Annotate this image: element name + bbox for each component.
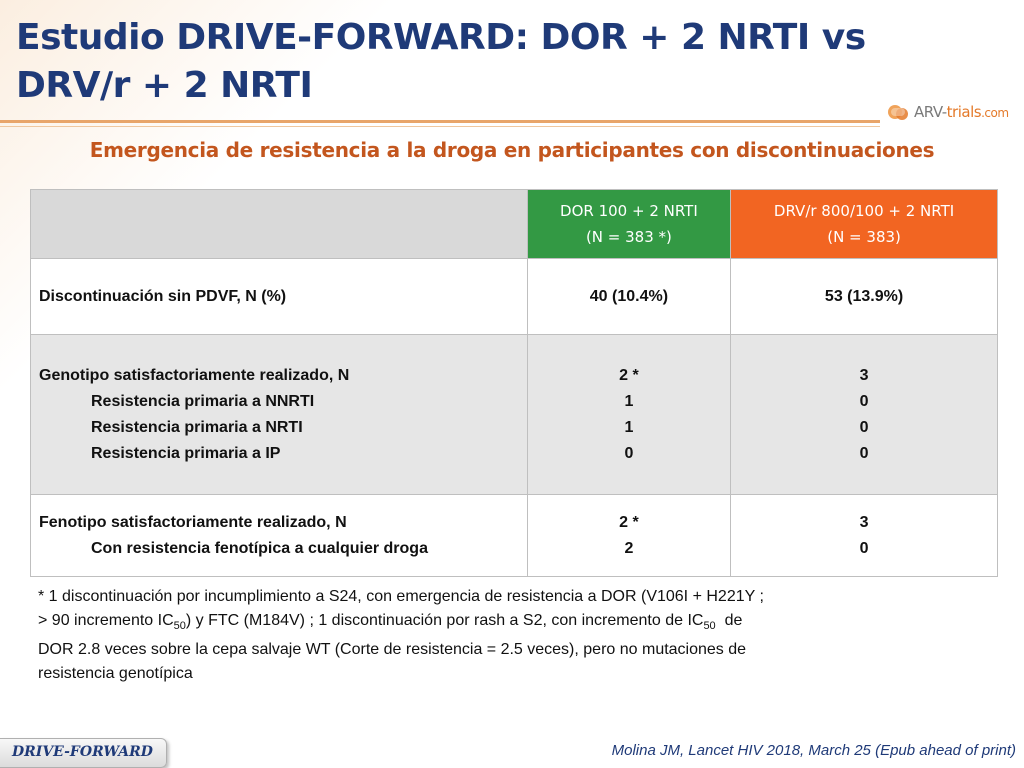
row-label-cell: Fenotipo satisfactoriamente realizado, N… [30,494,528,577]
row-label-cell: Discontinuación sin PDVF, N (%) [30,258,528,335]
logo-text-main: ARV- [914,103,947,121]
footnote-line: > 90 incremento IC50) y FTC (M184V) ; 1 … [38,612,743,633]
study-tag: DRIVE-FORWARD [0,738,167,768]
header-dor: DOR 100 + 2 NRTI (N = 383 *) [526,189,732,259]
dor-value: 0 [624,444,634,462]
footnote: * 1 discontinuación por incumplimiento a… [38,585,968,686]
row-sublabel: Resistencia primaria a NNRTI [91,392,315,410]
logo-text-suffix: .com [981,106,1009,120]
drv-value: 3 [859,366,869,384]
footnote-line: resistencia genotípica [38,665,193,683]
page-title: Estudio DRIVE-FORWARD: DOR + 2 NRTI vs D… [16,17,866,106]
row-sublabel: Resistencia primaria a IP [91,444,281,462]
header-drv-line1: DRV/r 800/100 + 2 NRTI [773,202,955,220]
slide-subtitle: Emergencia de resistencia a la droga en … [89,138,935,162]
dor-value: 2 * [619,366,639,384]
drv-value-cell: 53 (13.9%) [730,258,998,335]
drv-value: 0 [859,418,869,436]
logo-mark-icon [888,105,908,120]
drv-value: 0 [859,392,869,410]
row-label: Genotipo satisfactoriamente realizado, N [39,366,350,384]
dor-value-cell: 2 * 1 1 0 [526,334,732,495]
table-row: Fenotipo satisfactoriamente realizado, N… [30,494,998,577]
drv-value: 3 [859,513,869,531]
header-dor-line2: (N = 383 *) [585,228,672,246]
drv-value: 0 [859,539,869,557]
title-divider [0,120,880,123]
row-label: Discontinuación sin PDVF, N (%) [39,287,287,305]
drv-value-cell: 3 0 [730,494,998,577]
logo-text-accent: trials [946,103,982,121]
dor-value: 2 [624,539,634,557]
row-label: Fenotipo satisfactoriamente realizado, N [39,513,347,531]
header-drv-line2: (N = 383) [827,228,901,246]
dor-value: 1 [624,392,634,410]
footnote-line: * 1 discontinuación por incumplimiento a… [38,588,764,605]
drv-value: 53 (13.9%) [824,287,904,305]
dor-value: 40 (10.4%) [589,287,669,305]
row-sublabel: Resistencia primaria a NRTI [91,418,303,436]
header-blank-cell [30,189,528,259]
dor-value-cell: 2 * 2 [526,494,732,577]
table-row: Genotipo satisfactoriamente realizado, N… [30,334,998,495]
drv-value-cell: 3 0 0 0 [730,334,998,495]
arv-trials-logo: ARV-trials.com [884,100,1020,128]
dor-value-cell: 40 (10.4%) [526,258,732,335]
table-row: Discontinuación sin PDVF, N (%) 40 (10.4… [30,258,998,335]
resistance-table: DOR 100 + 2 NRTI (N = 383 *) DRV/r 800/1… [30,189,998,577]
header-dor-line1: DOR 100 + 2 NRTI [560,202,698,220]
study-tag-label: DRIVE-FORWARD [12,744,153,760]
citation: Molina JM, Lancet HIV 2018, March 25 (Ep… [611,742,1016,759]
row-sublabel: Con resistencia fenotípica a cualquier d… [91,539,428,557]
dor-value: 1 [624,418,634,436]
row-label-cell: Genotipo satisfactoriamente realizado, N… [30,334,528,495]
title-divider-thin [0,126,880,127]
drv-value: 0 [859,444,869,462]
header-drv: DRV/r 800/100 + 2 NRTI (N = 383) [730,189,998,259]
dor-value: 2 * [619,513,639,531]
footnote-line: DOR 2.8 veces sobre la cepa salvaje WT (… [38,641,747,659]
